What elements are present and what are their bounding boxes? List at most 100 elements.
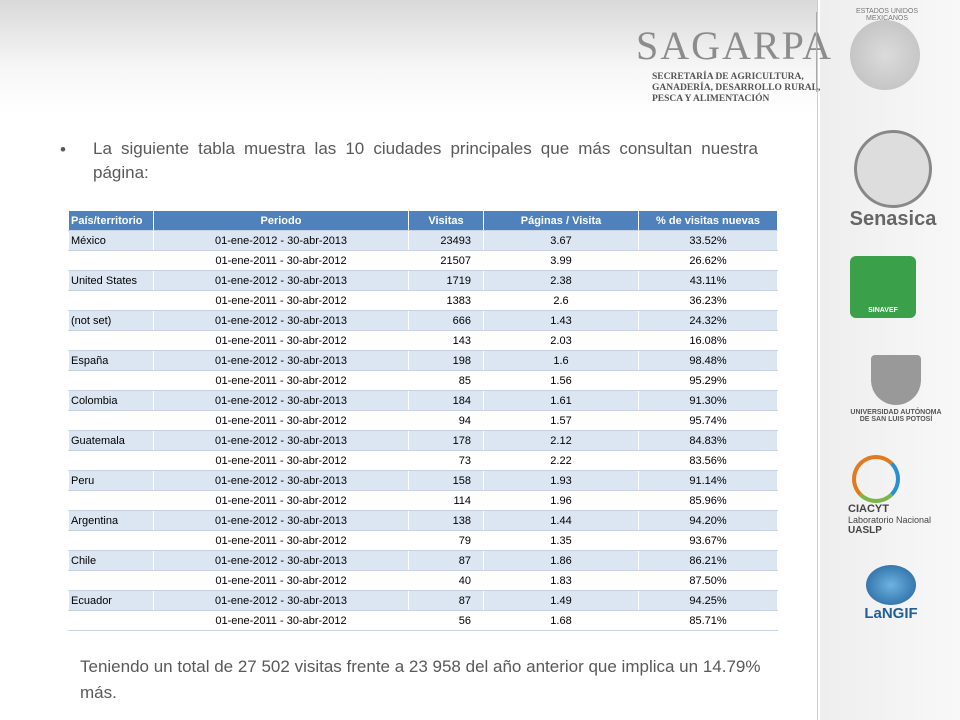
table-cell: 01-ene-2011 - 30-abr-2012 — [153, 450, 409, 471]
table-cell: (not set) — [68, 310, 154, 331]
uaslp-emblem — [871, 355, 921, 405]
uaslp-logo: UNIVERSIDAD AUTÓNOMA DE SAN LUIS POTOSÍ — [848, 355, 944, 423]
table-cell: 40 — [408, 570, 484, 591]
sinavef-text: SINAVEF — [868, 307, 898, 314]
table-cell: 01-ene-2011 - 30-abr-2012 — [153, 530, 409, 551]
seal — [850, 20, 920, 90]
table-cell: 79 — [408, 530, 484, 551]
table-cell: 85.96% — [638, 490, 778, 511]
table-row: Chile 01-ene-2012 - 30-abr-2013 87 1.86 86.2… — [68, 550, 778, 571]
table-cell: 01-ene-2012 - 30-abr-2013 — [153, 230, 409, 251]
table-cell: 1.56 — [483, 370, 639, 391]
table-row: 01-ene-2011 - 30-abr-2012 21507 3.99 26.62% — [68, 250, 778, 271]
table-cell: 1383 — [408, 290, 484, 311]
table-cell — [68, 410, 154, 431]
table-cell — [68, 570, 154, 591]
table-cell: 94.25% — [638, 590, 778, 611]
table-row: 01-ene-2011 - 30-abr-2012 73 2.22 83.56% — [68, 450, 778, 471]
table-cell: 36.23% — [638, 290, 778, 311]
summary-text: Teniendo un total de 27 502 visitas fren… — [80, 657, 761, 702]
table-cell: 1.86 — [483, 550, 639, 571]
table-cell — [68, 610, 154, 631]
table-cell: 1.93 — [483, 470, 639, 491]
table-cell — [68, 250, 154, 271]
table-cell: 1.57 — [483, 410, 639, 431]
table-cell: Peru — [68, 470, 154, 491]
table-cell: 87 — [408, 550, 484, 571]
table-cell: 01-ene-2012 - 30-abr-2013 — [153, 430, 409, 451]
table-cell: 01-ene-2011 - 30-abr-2012 — [153, 250, 409, 271]
intro-text: La siguiente tabla muestra las 10 ciudad… — [93, 139, 758, 182]
ciacyt-text: UASLP — [848, 525, 882, 536]
table-cell: 01-ene-2012 - 30-abr-2013 — [153, 390, 409, 411]
table-row: 01-ene-2011 - 30-abr-2012 1383 2.6 36.23% — [68, 290, 778, 311]
ciacyt-emblem — [852, 455, 900, 503]
table-row: 01-ene-2011 - 30-abr-2012 94 1.57 95.74% — [68, 410, 778, 431]
table-row: United States 01-ene-2012 - 30-abr-2013 17… — [68, 270, 778, 291]
header-band — [0, 0, 960, 115]
table-cell: 1.43 — [483, 310, 639, 331]
table-cell: 01-ene-2011 - 30-abr-2012 — [153, 610, 409, 631]
sinavef-logo: SINAVEF — [850, 256, 916, 318]
table-row: 01-ene-2011 - 30-abr-2012 114 1.96 85.96% — [68, 490, 778, 511]
seal-text: ESTADOS UNIDOS MEXICANOS — [855, 8, 919, 22]
table-cell: 2.12 — [483, 430, 639, 451]
ciacyt-text: Laboratorio Nacional — [848, 515, 932, 525]
table-row: 01-ene-2011 - 30-abr-2012 85 1.56 95.29% — [68, 370, 778, 391]
table-cell: 1.49 — [483, 590, 639, 611]
subtitle-line: PESCA Y ALIMENTACIÓN — [652, 94, 770, 104]
table-row: Argentina 01-ene-2012 - 30-abr-2013 138 1.4… — [68, 510, 778, 531]
table-cell: 1.35 — [483, 530, 639, 551]
table-cell: 1.96 — [483, 490, 639, 511]
senasica-emblem — [854, 130, 932, 208]
table-row: 01-ene-2011 - 30-abr-2012 40 1.83 87.50% — [68, 570, 778, 591]
table-row: España 01-ene-2012 - 30-abr-2013 198 1.6 98.… — [68, 350, 778, 371]
table-cell: 01-ene-2012 - 30-abr-2013 — [153, 510, 409, 531]
table-row: 01-ene-2011 - 30-abr-2012 79 1.35 93.67% — [68, 530, 778, 551]
uaslp-text: UNIVERSIDAD AUTÓNOMA — [850, 409, 942, 416]
table-cell: 178 — [408, 430, 484, 451]
langif-text: LaNGIF — [864, 605, 918, 622]
table-cell — [68, 530, 154, 551]
table-cell: 1.83 — [483, 570, 639, 591]
table-cell: 3.99 — [483, 250, 639, 271]
table-cell: 184 — [408, 390, 484, 411]
table-cell: Chile — [68, 550, 154, 571]
table-row: Peru 01-ene-2012 - 30-abr-2013 158 1.93 91.1… — [68, 470, 778, 491]
table-cell: 01-ene-2012 - 30-abr-2013 — [153, 350, 409, 371]
table-row: 01-ene-2011 - 30-abr-2012 143 2.03 16.08% — [68, 330, 778, 351]
table-cell: 01-ene-2012 - 30-abr-2013 — [153, 550, 409, 571]
table-cell: 01-ene-2012 - 30-abr-2013 — [153, 310, 409, 331]
table-row: Ecuador 01-ene-2012 - 30-abr-2013 87 1.49 94… — [68, 590, 778, 611]
table-cell: 138 — [408, 510, 484, 531]
table-cell: Argentina — [68, 510, 154, 531]
table-row: (not set) 01-ene-2012 - 30-abr-2013 666 1.4… — [68, 310, 778, 331]
col-header: Periodo — [153, 210, 409, 231]
table-cell: 01-ene-2011 - 30-abr-2012 — [153, 570, 409, 591]
table-cell: United States — [68, 270, 154, 291]
table-cell: 1.61 — [483, 390, 639, 411]
col-header: % de visitas nuevas — [638, 210, 778, 231]
ciacyt-logo: CIACYT Laboratorio Nacional UASLP — [848, 455, 944, 536]
table-row: Colombia 01-ene-2012 - 30-abr-2013 184 1.61… — [68, 390, 778, 411]
table-cell: 1.6 — [483, 350, 639, 371]
table-cell: Colombia — [68, 390, 154, 411]
table-cell: 56 — [408, 610, 484, 631]
table-cell: 91.14% — [638, 470, 778, 491]
col-header: País/territorio — [68, 210, 154, 231]
table-cell: 01-ene-2011 - 30-abr-2012 — [153, 330, 409, 351]
table-cell: 73 — [408, 450, 484, 471]
table-cell: 114 — [408, 490, 484, 511]
table-cell: 94 — [408, 410, 484, 431]
table-cell: 01-ene-2011 - 30-abr-2012 — [153, 410, 409, 431]
table-cell: 01-ene-2011 - 30-abr-2012 — [153, 290, 409, 311]
table-cell: 87.50% — [638, 570, 778, 591]
table-cell: 83.56% — [638, 450, 778, 471]
table-cell: 2.6 — [483, 290, 639, 311]
table-cell: 01-ene-2012 - 30-abr-2013 — [153, 270, 409, 291]
table-body: México 01-ene-2012 - 30-abr-2013 23493 3.67… — [68, 230, 778, 631]
table-cell: 94.20% — [638, 510, 778, 531]
table-cell: 16.08% — [638, 330, 778, 351]
uaslp-text: DE SAN LUIS POTOSÍ — [859, 416, 933, 423]
